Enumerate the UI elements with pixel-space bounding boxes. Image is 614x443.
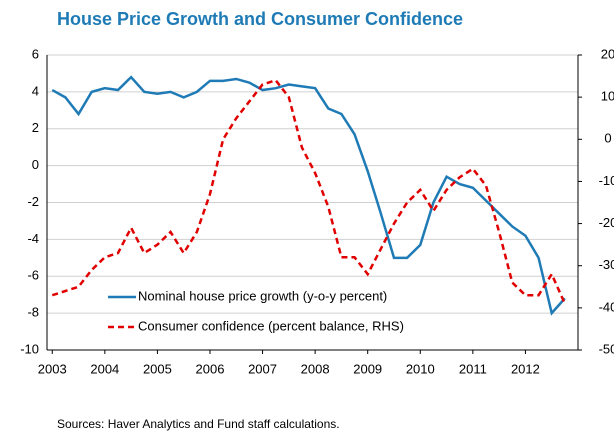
legend-label: Consumer confidence (percent balance, RH… (138, 318, 404, 333)
source-note: Sources: Haver Analytics and Fund staff … (57, 417, 340, 431)
y2-tick-label: -30 (599, 257, 614, 272)
y-tick-label: -10 (20, 341, 39, 356)
y2-tick-label: -50 (599, 341, 614, 356)
y-tick-label: 6 (32, 46, 39, 61)
x-tick-label: 2012 (511, 361, 540, 376)
x-tick-label: 2003 (38, 361, 67, 376)
y-tick-label: -8 (27, 305, 39, 320)
y2-tick-label: 10 (601, 89, 614, 104)
x-tick-label: 2004 (90, 361, 119, 376)
y2-tick-label: 0 (604, 131, 611, 146)
x-tick-label: 2010 (406, 361, 435, 376)
legend-label: Nominal house price growth (y-o-y percen… (138, 288, 387, 303)
y-tick-label: -4 (27, 231, 39, 246)
x-tick-label: 2006 (196, 361, 225, 376)
y-tick-label: -6 (27, 268, 39, 283)
x-tick-label: 2009 (353, 361, 382, 376)
series-line (51, 78, 566, 305)
y-tick-label: 4 (32, 83, 39, 98)
x-tick-label: 2005 (143, 361, 172, 376)
series-line (51, 75, 566, 316)
y2-tick-label: -10 (599, 173, 614, 188)
x-tick-label: 2011 (459, 361, 487, 376)
chart-title: House Price Growth and Consumer Confiden… (57, 9, 463, 29)
x-tick-label: 2007 (248, 361, 277, 376)
x-tick-label: 2008 (301, 361, 330, 376)
y-tick-label: 0 (32, 157, 39, 172)
y-tick-label: -2 (27, 194, 39, 209)
y2-tick-label: -40 (599, 299, 614, 314)
y2-tick-label: -20 (599, 215, 614, 230)
y-tick-label: 2 (32, 120, 39, 135)
y2-tick-label: 20 (601, 46, 614, 61)
